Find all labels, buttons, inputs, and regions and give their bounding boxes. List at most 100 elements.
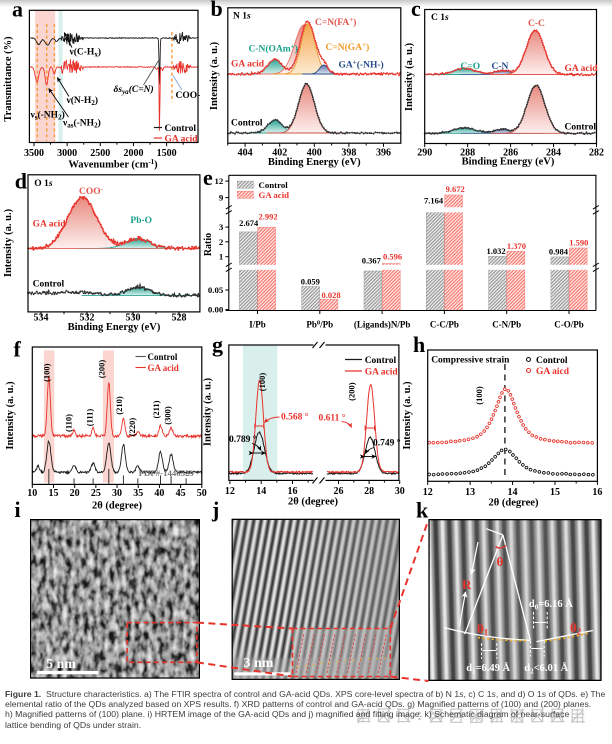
svg-text:396: 396: [376, 147, 391, 158]
svg-text:3: 3: [219, 222, 224, 232]
svg-text:C=N(GA+): C=N(GA+): [326, 41, 370, 53]
svg-text:(300): (300): [163, 406, 173, 425]
svg-text:12: 12: [225, 486, 235, 497]
svg-text:(100): (100): [474, 386, 484, 405]
svg-text:R: R: [462, 577, 472, 592]
svg-text:C-O/Pb: C-O/Pb: [554, 320, 584, 330]
svg-text:Binding Energy (eV): Binding Energy (eV): [462, 157, 555, 168]
svg-text:Control: Control: [231, 118, 263, 128]
svg-text:Intensity (a. u.): Intensity (a. u.): [209, 41, 220, 110]
svg-text:a: a: [12, 0, 23, 22]
svg-text:I/Pb: I/Pb: [249, 320, 266, 330]
svg-text:2500: 2500: [90, 148, 110, 159]
svg-text:0.984: 0.984: [549, 247, 569, 257]
svg-text:Intensity (a. u.): Intensity (a. u.): [3, 208, 14, 277]
svg-text:290: 290: [417, 147, 432, 158]
svg-text:c: c: [411, 0, 421, 21]
svg-text:C-C: C-C: [528, 19, 545, 29]
svg-text:g: g: [212, 332, 223, 357]
svg-text:9.672: 9.672: [446, 184, 465, 194]
svg-text:3000: 3000: [57, 148, 77, 159]
svg-text:0.05: 0.05: [208, 285, 224, 295]
svg-text:530: 530: [126, 313, 141, 324]
svg-text:286: 286: [503, 147, 518, 158]
svg-text:45: 45: [176, 488, 186, 499]
svg-text:(211): (211): [151, 400, 161, 418]
svg-text:(111): (111): [84, 409, 94, 427]
svg-text:50: 50: [197, 488, 207, 499]
svg-text:282: 282: [589, 147, 604, 158]
svg-text:δsya(C=N): δsya(C=N): [114, 84, 154, 96]
svg-text:30: 30: [112, 488, 122, 499]
svg-text:COO-: COO-: [79, 185, 104, 197]
svg-text:C-N: C-N: [492, 62, 509, 72]
svg-text:(110): (110): [64, 414, 74, 432]
svg-text:398: 398: [341, 147, 356, 158]
svg-text:2.992: 2.992: [258, 212, 277, 222]
svg-text:Control: Control: [148, 352, 178, 362]
svg-text:10: 10: [27, 488, 37, 499]
svg-text:νs(-NH2): νs(-NH2): [30, 110, 65, 122]
svg-text:14: 14: [256, 486, 266, 497]
svg-text:COO-: COO-: [176, 91, 201, 101]
svg-text:Control: Control: [165, 124, 197, 134]
svg-text:534: 534: [34, 313, 49, 324]
svg-text:Pb0/Pb: Pb0/Pb: [306, 320, 333, 330]
svg-text:Control: Control: [565, 123, 597, 133]
svg-text:12: 12: [423, 487, 433, 498]
svg-text:288: 288: [460, 147, 475, 158]
svg-text:Ratio: Ratio: [203, 233, 214, 256]
svg-text:30: 30: [395, 486, 405, 497]
svg-text:Intensity (a. u.): Intensity (a. u.): [404, 42, 415, 111]
svg-text:0.059: 0.059: [301, 277, 320, 287]
svg-text:Intensity (a. u.): Intensity (a. u.): [5, 381, 16, 450]
svg-text:400: 400: [307, 147, 322, 158]
svg-text:GA acid: GA acid: [565, 64, 599, 74]
svg-text:1.370: 1.370: [507, 241, 526, 251]
svg-text:k: k: [416, 498, 429, 523]
svg-text:C-C/Pb: C-C/Pb: [430, 320, 459, 330]
svg-text:2.674: 2.674: [239, 218, 259, 228]
svg-text:C-N/Pb: C-N/Pb: [492, 320, 521, 330]
svg-text:Binding Energy (eV): Binding Energy (eV): [268, 157, 361, 168]
svg-text:Wavenumber (cm-1): Wavenumber (cm-1): [68, 158, 158, 171]
svg-text:9: 9: [219, 193, 224, 203]
svg-text:0.367: 0.367: [362, 256, 382, 266]
svg-text:Binding Energy (eV): Binding Energy (eV): [68, 322, 161, 333]
svg-text:C 1s: C 1s: [431, 13, 449, 23]
svg-text:Control: Control: [33, 280, 65, 290]
svg-text:GA acid: GA acid: [365, 368, 399, 378]
svg-text:b: b: [211, 0, 223, 21]
svg-text:(Ligands)N/Pb: (Ligands)N/Pb: [354, 320, 411, 330]
svg-text:3 nm: 3 nm: [244, 656, 274, 671]
svg-text:GA acid: GA acid: [231, 60, 265, 70]
svg-text:Compressive strain: Compressive strain: [431, 356, 510, 366]
svg-text:404: 404: [238, 147, 253, 158]
svg-text:C=N(FA+): C=N(FA+): [315, 16, 356, 28]
svg-text:(200): (200): [97, 360, 107, 379]
svg-text:e: e: [203, 165, 213, 190]
svg-text:2000: 2000: [123, 148, 143, 159]
svg-text:7.164: 7.164: [424, 196, 444, 206]
svg-text:0.611 °: 0.611 °: [319, 413, 346, 424]
svg-text:GA acid: GA acid: [148, 363, 179, 373]
svg-text:0.00: 0.00: [208, 305, 224, 315]
svg-text:C=O: C=O: [461, 62, 481, 72]
svg-text:θ2: θ2: [570, 620, 582, 637]
svg-text:0.596: 0.596: [383, 251, 402, 261]
svg-text:40: 40: [154, 488, 164, 499]
svg-text:1: 1: [219, 252, 223, 262]
svg-text:Transmittance (%): Transmittance (%): [3, 36, 14, 122]
svg-text:28: 28: [364, 486, 374, 497]
svg-text:PDF#-1446529: PDF#-1446529: [139, 468, 195, 478]
svg-text:35: 35: [133, 488, 143, 499]
svg-text:(210): (210): [114, 396, 124, 415]
svg-text:5 nm: 5 nm: [46, 657, 76, 672]
svg-text:GA aicd: GA aicd: [536, 367, 570, 377]
svg-text:0.568 °: 0.568 °: [281, 412, 309, 423]
svg-text:C-N(OAm+): C-N(OAm+): [249, 43, 298, 55]
svg-text:3500: 3500: [24, 148, 44, 159]
svg-text:2θ (degree): 2θ (degree): [288, 497, 338, 508]
svg-text:25: 25: [91, 488, 101, 499]
svg-text:20: 20: [70, 488, 80, 499]
